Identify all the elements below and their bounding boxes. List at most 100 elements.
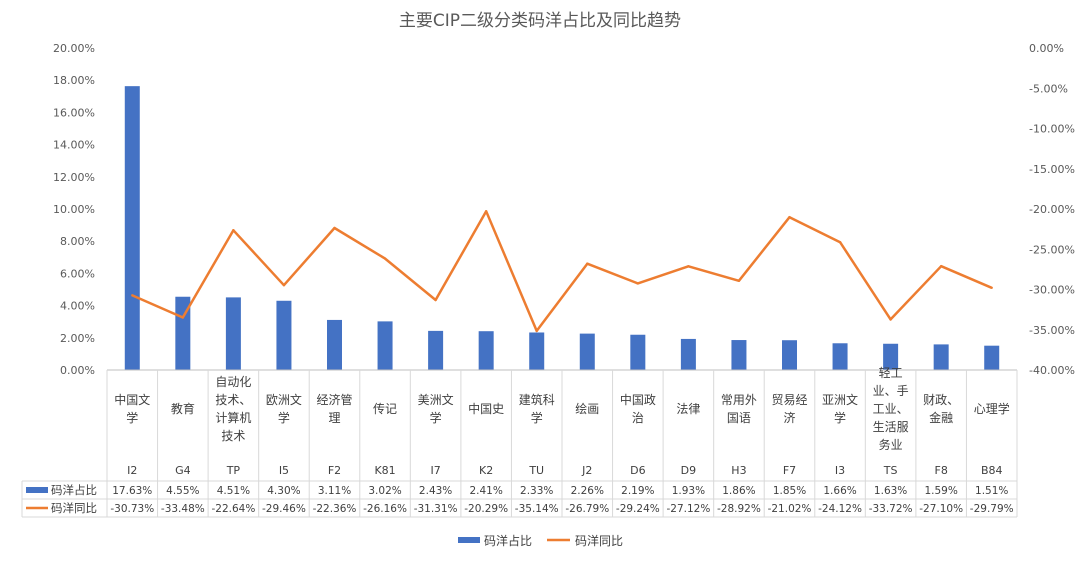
category-label: 欧洲文 xyxy=(266,392,302,407)
bar-I5 xyxy=(276,300,292,370)
line-point-TS xyxy=(889,318,892,321)
bar-value-label: 3.11% xyxy=(318,485,351,497)
right-axis-tick-label: -15.00% xyxy=(1029,163,1075,176)
bar-value-label: 2.43% xyxy=(419,485,452,497)
category-label: 教育 xyxy=(171,401,195,416)
category-code: I2 xyxy=(127,464,137,477)
bar-K2 xyxy=(478,331,494,370)
bar-K81 xyxy=(377,321,393,370)
bar-value-label: 2.26% xyxy=(571,485,604,497)
category-label: 学 xyxy=(126,410,138,425)
right-axis-tick-label: -25.00% xyxy=(1029,243,1075,256)
category-code: K2 xyxy=(479,464,493,477)
category-label: 国语 xyxy=(727,411,751,425)
category-code: I3 xyxy=(835,464,845,477)
bar-value-label: 4.30% xyxy=(267,485,300,497)
line-point-F7 xyxy=(788,216,791,219)
bar-value-label: 17.63% xyxy=(112,485,152,497)
right-axis-tick-label: -20.00% xyxy=(1029,203,1075,216)
category-label: 计算机 xyxy=(215,410,251,425)
line-value-label: -35.14% xyxy=(515,503,559,515)
bar-value-label: 2.41% xyxy=(469,485,502,497)
table-row-header: 码洋同比 xyxy=(51,501,97,515)
bar-B84 xyxy=(984,345,1000,370)
line-value-label: -29.46% xyxy=(262,503,306,515)
category-code: J2 xyxy=(581,464,592,477)
legend-key-bar xyxy=(458,537,480,543)
category-label: 中国政 xyxy=(620,392,656,407)
category-code: I5 xyxy=(279,464,289,477)
bar-TP xyxy=(225,297,241,370)
line-value-label: -27.10% xyxy=(919,503,963,515)
category-code: B84 xyxy=(981,464,1003,477)
line-point-F8 xyxy=(939,264,943,268)
category-label: 常用外 xyxy=(721,393,757,407)
left-axis-tick-label: 6.00% xyxy=(60,267,95,280)
category-label: 济 xyxy=(783,410,795,425)
category-code: H3 xyxy=(731,464,746,477)
bar-value-label: 1.86% xyxy=(722,485,755,497)
category-label: 务业 xyxy=(879,437,903,452)
category-code: F2 xyxy=(328,464,341,477)
category-label: 自动化 xyxy=(215,375,251,389)
line-value-label: -26.16% xyxy=(363,503,407,515)
left-axis-tick-label: 10.00% xyxy=(53,203,95,216)
category-code: F7 xyxy=(783,464,796,477)
line-point-G4 xyxy=(181,316,185,319)
bar-I7 xyxy=(428,330,444,370)
category-label: 心理学 xyxy=(974,401,1010,416)
category-label: 理 xyxy=(328,411,340,425)
bar-F8 xyxy=(933,344,949,370)
bar-value-label: 1.51% xyxy=(975,485,1008,497)
category-label: 法律 xyxy=(676,402,700,416)
category-label: 业、手 xyxy=(873,384,909,398)
bar-TU xyxy=(529,332,545,370)
line-point-I7 xyxy=(434,298,437,302)
right-axis-tick-label: -35.00% xyxy=(1029,324,1075,337)
line-value-label: -29.79% xyxy=(970,503,1014,515)
category-code: TU xyxy=(528,464,544,477)
category-label: 金融 xyxy=(929,410,953,425)
bar-D9 xyxy=(680,338,696,370)
bar-value-label: 4.55% xyxy=(166,485,199,497)
left-axis-tick-label: 12.00% xyxy=(53,171,95,184)
line-value-label: -31.31% xyxy=(414,503,458,515)
line-value-label: -33.72% xyxy=(869,503,913,515)
line-value-label: -24.12% xyxy=(818,503,862,515)
bar-TS xyxy=(883,343,899,370)
line-value-label: -22.64% xyxy=(211,503,255,515)
left-axis-tick-label: 4.00% xyxy=(60,300,95,313)
table-row-header: 码洋占比 xyxy=(51,483,97,497)
category-code: D9 xyxy=(681,464,696,477)
legend-label: 码洋同比 xyxy=(575,533,623,548)
category-code: G4 xyxy=(175,464,191,477)
right-axis-tick-label: -30.00% xyxy=(1029,284,1075,297)
line-yoy xyxy=(131,210,993,333)
category-label: 学 xyxy=(834,410,846,425)
category-label: 轻工 xyxy=(879,366,903,380)
left-axis-tick-label: 16.00% xyxy=(53,106,95,119)
line-point-TU xyxy=(535,329,538,333)
line-point-D6 xyxy=(636,282,640,285)
line-value-label: -21.02% xyxy=(768,503,812,515)
bar-value-label: 1.66% xyxy=(823,485,856,497)
category-code: TP xyxy=(226,464,241,477)
line-value-label: -22.36% xyxy=(313,503,357,515)
bar-value-label: 1.93% xyxy=(672,485,705,497)
bar-value-label: 1.63% xyxy=(874,485,907,497)
bar-value-label: 3.02% xyxy=(368,485,401,497)
line-point-I3 xyxy=(838,240,842,244)
line-point-TP xyxy=(232,229,235,232)
category-label: 亚洲文 xyxy=(822,392,858,407)
line-point-K81 xyxy=(383,257,387,260)
bar-F2 xyxy=(327,319,342,370)
line-point-K2 xyxy=(484,210,488,213)
category-label: 中国史 xyxy=(468,401,504,416)
line-value-label: -33.48% xyxy=(161,503,205,515)
category-label: 美洲文 xyxy=(418,392,454,407)
legend-label: 码洋占比 xyxy=(484,533,532,548)
line-point-I5 xyxy=(282,283,286,287)
bar-value-label: 2.33% xyxy=(520,485,553,497)
bar-F7 xyxy=(782,340,797,370)
